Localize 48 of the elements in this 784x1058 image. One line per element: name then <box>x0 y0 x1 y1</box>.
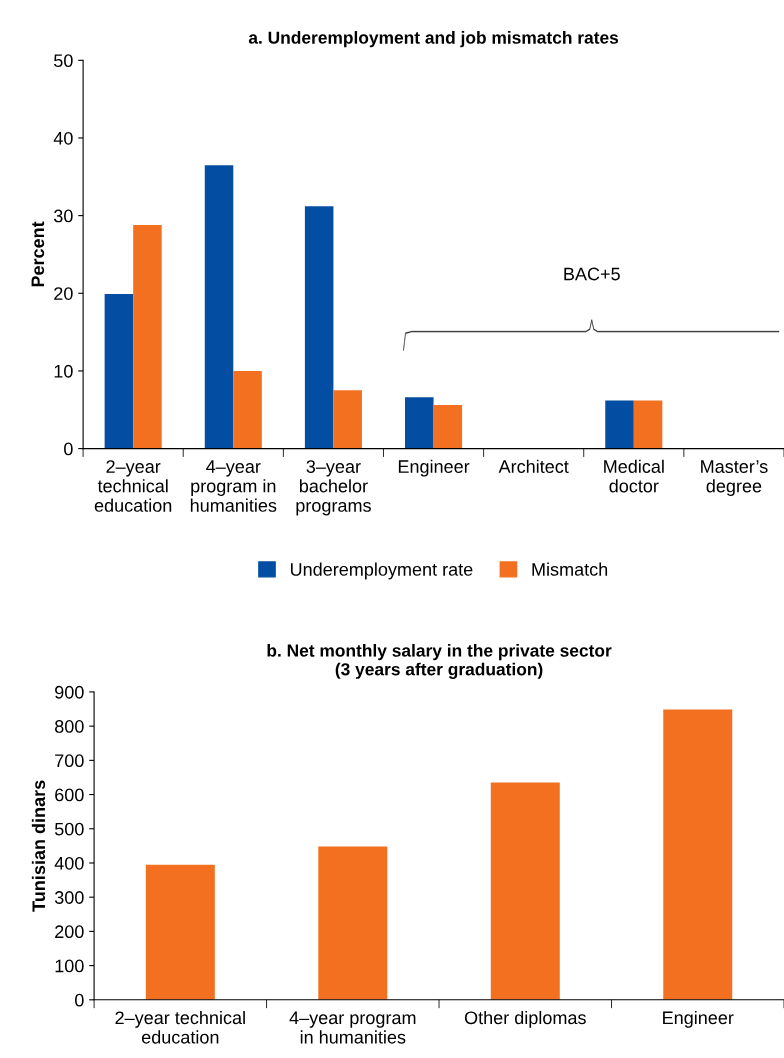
bar <box>405 397 434 449</box>
y-tick-label: 40 <box>53 131 73 145</box>
x-tick-label: Medical doctor <box>604 459 664 493</box>
y-tick-label: 700 <box>55 754 84 768</box>
y-tick-label: 0 <box>64 442 73 456</box>
y-tick-label: 400 <box>54 856 84 870</box>
annotation: BAC+5 <box>564 267 620 281</box>
y-tick-label: 10 <box>54 364 73 378</box>
bar <box>663 709 733 1000</box>
y-axis-title: Percent <box>31 221 45 287</box>
bar <box>133 224 162 449</box>
x-tick-label: 3–year bachelor programs <box>296 460 371 516</box>
bar <box>490 782 560 1000</box>
y-tick-label: 30 <box>53 209 73 223</box>
legend-label: Underemployment rate <box>290 562 473 580</box>
bar <box>605 400 634 449</box>
y-tick-label: 500 <box>54 822 84 836</box>
bar <box>204 165 234 449</box>
chart-title: b. Net monthly salary in the private sector (3 years after graduation) <box>267 643 612 679</box>
x-tick-label: 4–year program in humanities <box>289 1011 416 1044</box>
bar <box>318 846 388 1000</box>
y-tick-label: 900 <box>55 685 84 699</box>
bar <box>145 864 215 1000</box>
y-tick-label: 800 <box>55 720 84 733</box>
y-tick-label: 0 <box>75 993 84 1007</box>
x-tick-label: 4–year program in humanities <box>190 460 277 512</box>
x-tick-label: Engineer <box>663 1010 734 1028</box>
y-tick-label: 200 <box>55 925 84 939</box>
y-tick-label: 20 <box>54 287 73 300</box>
y-tick-label: 600 <box>55 788 84 802</box>
bar <box>104 294 134 449</box>
bar <box>233 370 262 449</box>
chart-title: a. Underemployment and job mismatch rates <box>248 31 619 48</box>
legend-label: Mismatch <box>532 562 608 576</box>
x-tick-label: 2–year technical education <box>94 460 172 512</box>
y-tick-label: 50 <box>54 54 73 68</box>
x-tick-label: Master’s degree <box>701 460 768 496</box>
y-axis-title: Tunisian dinars <box>31 780 46 912</box>
x-tick-label: 2–year technical education <box>115 1010 245 1044</box>
x-tick-label: Architect <box>498 459 569 473</box>
bar <box>633 400 663 449</box>
x-tick-label: Other diplomas <box>464 1010 586 1028</box>
bar <box>433 405 463 449</box>
y-tick-label: 300 <box>54 891 84 904</box>
bar <box>333 390 362 449</box>
y-tick-label: 100 <box>55 959 84 973</box>
bar <box>304 206 334 449</box>
x-tick-label: Engineer <box>398 459 470 477</box>
